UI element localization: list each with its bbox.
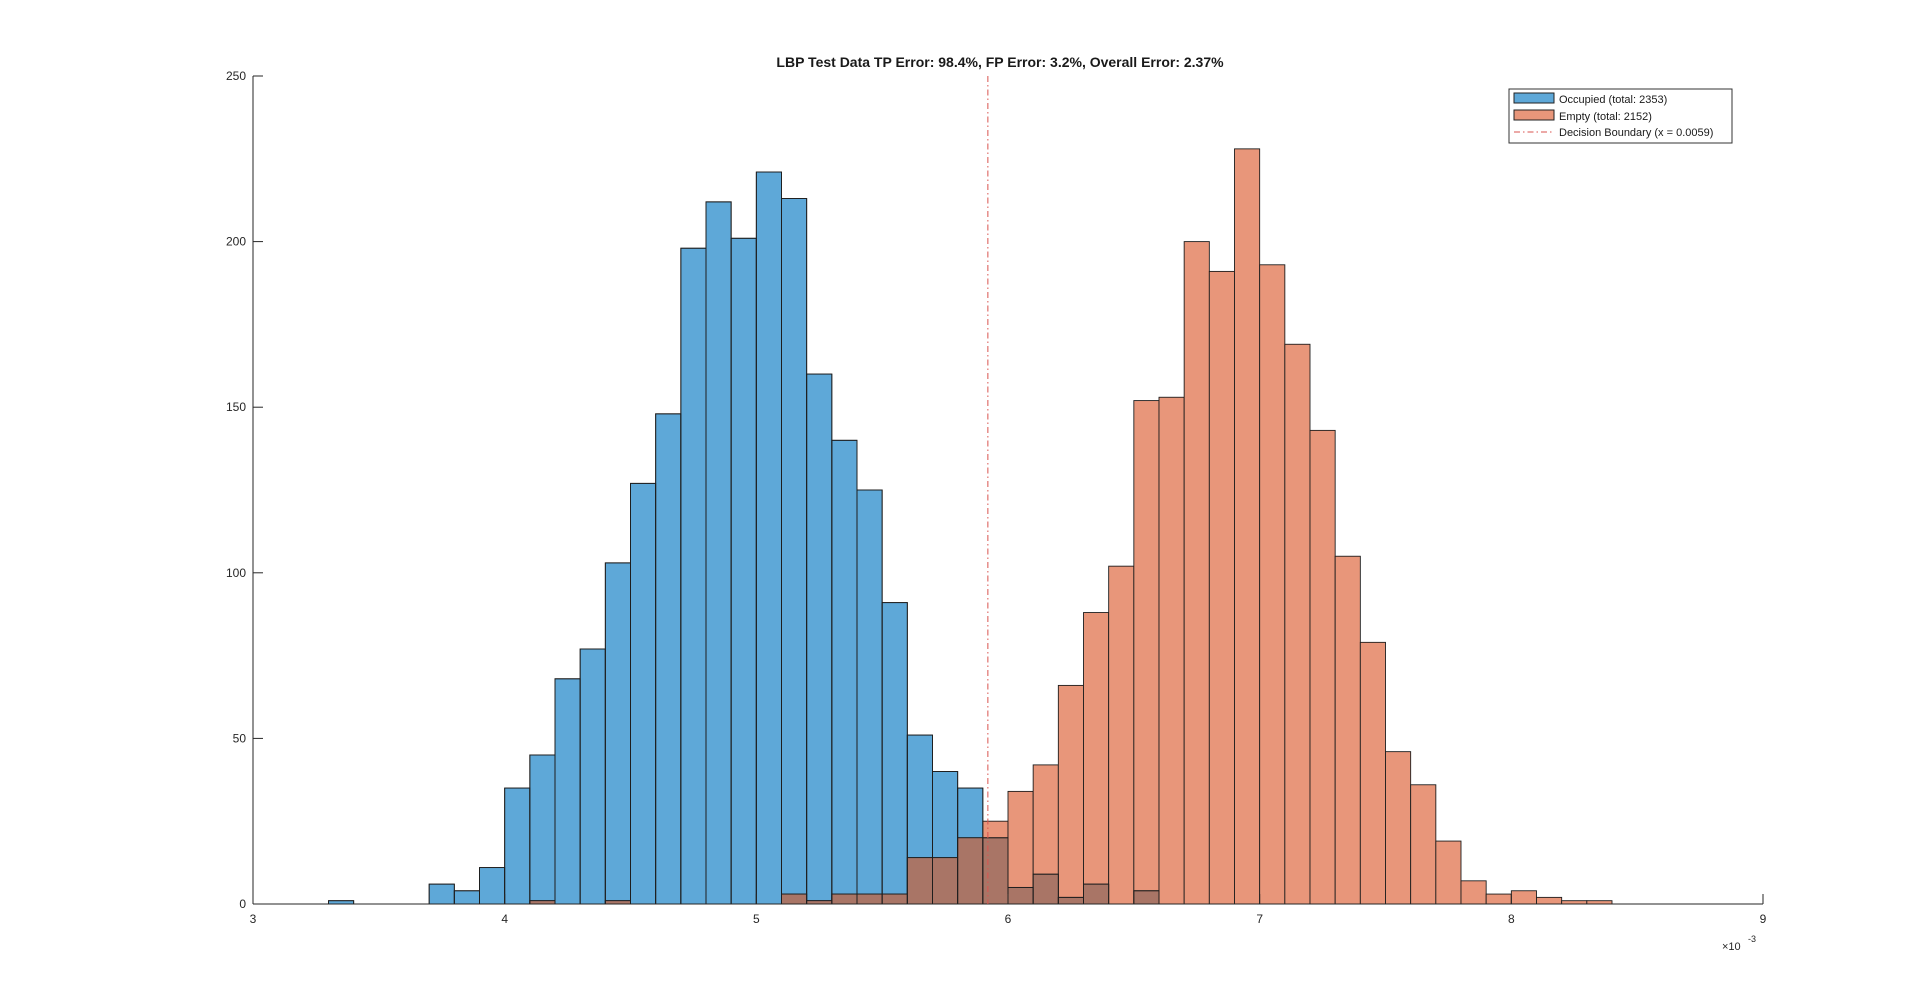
y-tick-label: 250: [226, 69, 246, 83]
y-tick-label: 150: [226, 400, 246, 414]
bar-occupied: [504, 787, 531, 905]
y-tick-label: 0: [239, 897, 246, 911]
bar-occupied: [730, 237, 757, 905]
bar-occupied: [604, 562, 631, 905]
bar-overlap: [906, 857, 933, 905]
bar-empty: [1234, 148, 1260, 904]
bar-occupied: [831, 439, 858, 905]
bar-occupied: [806, 373, 833, 905]
bar-overlap: [1133, 890, 1160, 905]
bar-occupied: [529, 754, 556, 905]
bar-empty: [1133, 400, 1159, 891]
bar-empty: [1259, 264, 1285, 904]
bar-empty: [1410, 784, 1436, 904]
bar-empty: [1159, 397, 1185, 904]
bar-empty: [1435, 841, 1461, 904]
bar-empty: [1385, 751, 1411, 904]
bar-overlap: [1057, 896, 1084, 905]
bar-overlap: [856, 893, 883, 905]
bar-overlap: [831, 893, 858, 905]
bar-overlap: [982, 837, 1009, 905]
bar-occupied: [755, 171, 782, 905]
x-tick-label: 6: [1005, 912, 1012, 926]
bar-empty: [982, 821, 1008, 838]
legend-label-occupied: Occupied (total: 2353): [1559, 94, 1667, 106]
bar-empty: [1486, 894, 1512, 904]
bar-empty: [1461, 880, 1487, 904]
bar-occupied: [705, 201, 732, 905]
bar-occupied: [856, 489, 883, 905]
legend-swatch-empty: [1513, 109, 1555, 121]
y-tick-label: 200: [226, 235, 246, 249]
x-tick-label: 4: [501, 912, 508, 926]
bar-empty: [1058, 685, 1084, 898]
bar-occupied: [680, 247, 707, 905]
bar-empty: [1310, 430, 1336, 904]
bar-occupied: [655, 413, 682, 905]
bar-occupied: [579, 648, 606, 905]
bar-empty: [1284, 344, 1310, 905]
bar-empty: [1561, 900, 1587, 904]
bar-occupied: [881, 602, 908, 905]
bar-overlap: [781, 893, 808, 905]
bar-empty: [1360, 642, 1386, 904]
x-exponent-power: -3: [1748, 934, 1756, 944]
bar-occupied: [453, 890, 480, 905]
x-tick-label: 3: [250, 912, 257, 926]
x-tick-label: 9: [1760, 912, 1767, 926]
legend-label-empty: Empty (total: 2152): [1559, 111, 1652, 123]
bar-empty: [1586, 900, 1612, 904]
y-tick-label: 100: [226, 566, 246, 580]
bar-empty: [1209, 271, 1235, 905]
bar-empty: [1536, 897, 1562, 904]
plot-area: 3 4 5 6 7 8 9 0 50 100 150 200 250 ×10 -3: [226, 69, 1767, 953]
legend-swatch-occupied: [1513, 92, 1555, 104]
bar-occupied: [781, 198, 808, 905]
bar-empty: [1511, 890, 1537, 904]
bar-empty: [1033, 764, 1059, 875]
bar-empty: [1184, 241, 1210, 905]
bar-occupied: [554, 678, 581, 905]
bar-overlap: [957, 837, 984, 905]
bar-occupied: [428, 883, 455, 905]
legend-label-decision-boundary: Decision Boundary (x = 0.0059): [1559, 127, 1713, 139]
bar-occupied: [479, 867, 506, 905]
bar-overlap: [1032, 873, 1059, 905]
bar-empty: [1083, 612, 1109, 885]
x-exponent-label: ×10: [1722, 941, 1741, 953]
bar-empty: [1335, 556, 1361, 904]
bar-empty: [1108, 566, 1134, 904]
bar-overlap: [1007, 886, 1034, 905]
bar-overlap: [881, 893, 908, 905]
legend: Occupied (total: 2353) Empty (total: 215…: [1508, 88, 1733, 144]
bar-occupied: [630, 482, 657, 905]
chart-title: LBP Test Data TP Error: 98.4%, FP Error:…: [776, 54, 1224, 70]
y-tick-label: 50: [233, 731, 247, 745]
bar-overlap: [932, 857, 959, 905]
bar-overlap: [1083, 883, 1110, 905]
bar-empty: [1008, 791, 1034, 888]
x-tick-label: 5: [753, 912, 760, 926]
x-tick-label: 8: [1508, 912, 1515, 926]
x-tick-label: 7: [1256, 912, 1263, 926]
